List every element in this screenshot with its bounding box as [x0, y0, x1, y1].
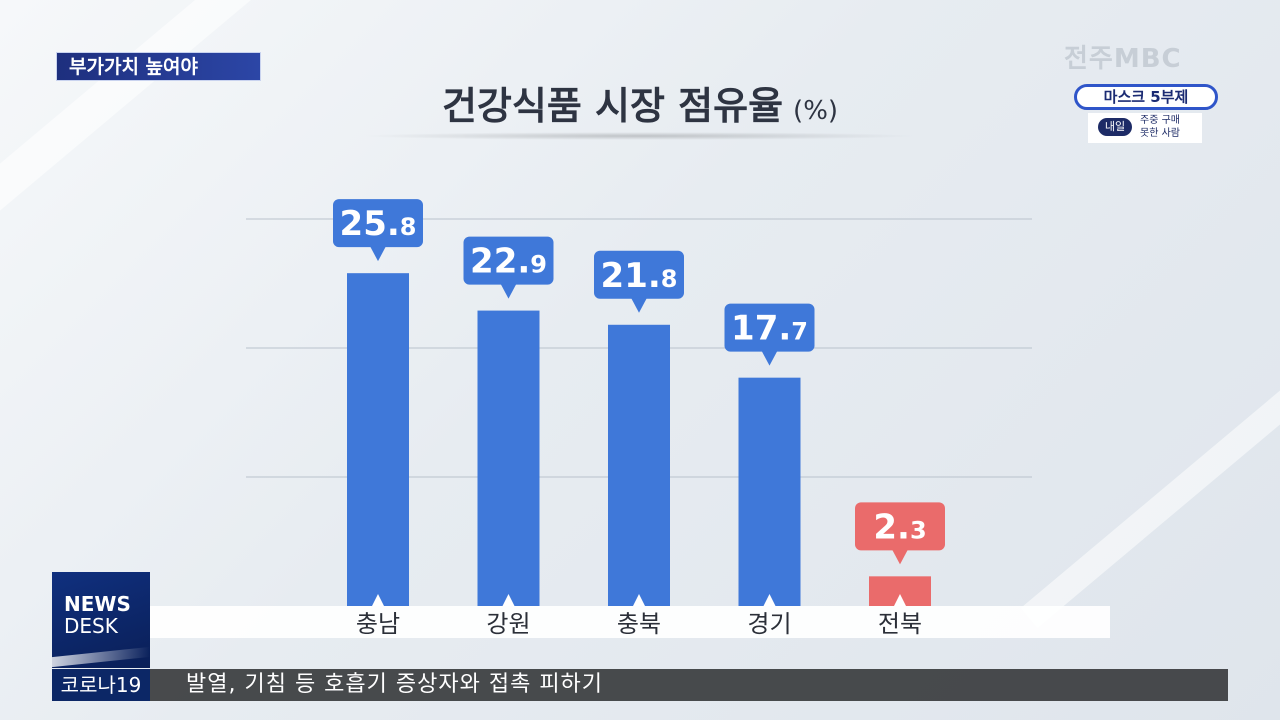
- callout-pointer: [892, 549, 908, 565]
- category-label: 전북: [878, 610, 922, 638]
- ticker-tag: 코로나19: [52, 669, 150, 701]
- bar: [347, 273, 409, 606]
- category-label: 충북: [617, 610, 661, 638]
- category-label: 강원: [486, 610, 530, 638]
- news-desk-logo: NEWS DESK: [52, 572, 150, 668]
- news-desk-line-1: NEWS: [64, 592, 131, 616]
- callout-pointer: [631, 297, 647, 313]
- data-label: 17.7: [731, 309, 808, 349]
- callout-pointer: [370, 246, 386, 262]
- data-label: 21.8: [601, 256, 678, 296]
- promo-badge: 내일: [1098, 118, 1132, 136]
- swoosh-shape: [52, 646, 150, 668]
- chart-unit: (%): [793, 96, 839, 126]
- bar: [477, 310, 540, 606]
- promo-line-1: 주중 구매: [1140, 115, 1180, 126]
- promo-box: 마스크 5부제 내일 주중 구매 못한 사람: [1074, 84, 1218, 144]
- station-logo: 전주MBC: [1064, 44, 1182, 74]
- chart-title: 건강식품 시장 점유율 (%): [360, 78, 920, 134]
- ticker-text: 발열, 기침 등 호흡기 증상자와 접촉 피하기: [150, 669, 1228, 701]
- value-callout: [594, 250, 684, 299]
- callout-pointer: [761, 350, 778, 366]
- category-band: [150, 606, 1110, 638]
- news-desk-line-2: DESK: [64, 614, 118, 638]
- topic-label: 부가가치 높여야: [56, 52, 261, 81]
- value-callout: [855, 502, 945, 551]
- chart-title-text: 건강식품 시장 점유율: [441, 84, 784, 128]
- data-label: 22.9: [470, 242, 547, 282]
- bar-notch: [894, 594, 906, 606]
- title-shadow: [360, 132, 920, 140]
- bar: [738, 377, 801, 606]
- value-callout: [724, 303, 815, 352]
- data-label: 2.3: [873, 507, 926, 547]
- promo-text: 주중 구매 못한 사람: [1140, 114, 1180, 140]
- promo-main: 마스크 5부제: [1074, 84, 1218, 110]
- bar-notch: [502, 594, 515, 606]
- value-callout: [333, 199, 423, 248]
- promo-sub: 내일 주중 구매 못한 사람: [1088, 113, 1202, 143]
- promo-line-2: 못한 사람: [1140, 128, 1180, 139]
- category-label: 경기: [747, 610, 791, 638]
- callout-pointer: [500, 283, 517, 299]
- bar: [608, 324, 670, 606]
- news-ticker: 코로나19 발열, 기침 등 호흡기 증상자와 접촉 피하기: [52, 669, 1228, 701]
- bar-notch: [372, 594, 384, 606]
- data-label: 25.8: [340, 204, 417, 244]
- bar-notch: [633, 594, 645, 606]
- value-callout: [463, 236, 554, 285]
- bar-notch: [763, 594, 776, 606]
- category-label: 충남: [356, 610, 400, 638]
